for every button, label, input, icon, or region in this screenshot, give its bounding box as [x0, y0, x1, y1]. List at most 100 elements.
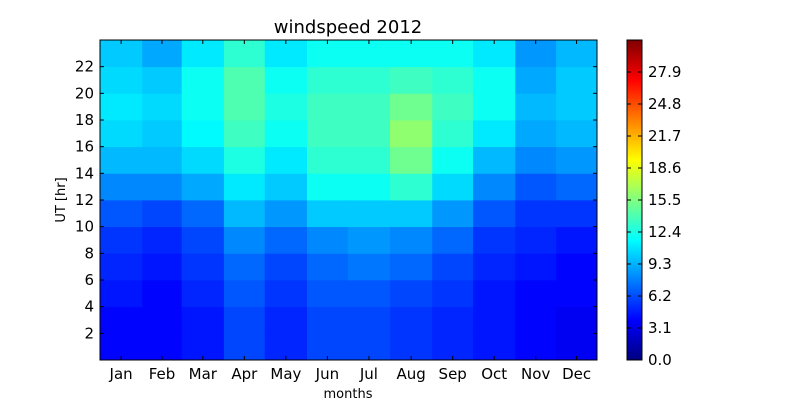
heatmap-cell: [556, 333, 598, 361]
heatmap-cell: [223, 173, 266, 201]
heatmap-cell: [142, 120, 183, 148]
heatmap-cell: [223, 200, 266, 228]
heatmap-cell: [223, 226, 266, 254]
heatmap-cell: [100, 146, 143, 174]
heatmap-cell: [390, 93, 433, 121]
heatmap-cell: [515, 146, 557, 174]
heatmap-cell: [181, 120, 225, 148]
heatmap-cell: [473, 306, 516, 334]
heatmap-cell: [347, 333, 391, 361]
x-tick-label: Mar: [189, 365, 218, 383]
y-tick-label: 10: [75, 218, 94, 236]
heatmap-cell: [347, 146, 391, 174]
y-tick-label: 2: [84, 324, 94, 342]
heatmap-cell: [142, 173, 183, 201]
heatmap-cell: [515, 253, 557, 281]
heatmap-cell: [515, 173, 557, 201]
heatmap-cell: [142, 40, 183, 68]
heatmap-cell: [181, 333, 225, 361]
x-tick-label: Jul: [359, 365, 378, 383]
heatmap-cell: [223, 66, 266, 94]
heatmap-cell: [306, 120, 349, 148]
heatmap-cell: [347, 93, 391, 121]
heatmap-cell: [264, 93, 308, 121]
heatmap-cell: [432, 333, 474, 361]
heatmap-cell: [306, 200, 349, 228]
heatmap-cell: [432, 253, 474, 281]
heatmap-cell: [347, 66, 391, 94]
heatmap-cell: [306, 333, 349, 361]
heatmap-cell: [556, 280, 598, 308]
x-tick-label: May: [270, 365, 301, 383]
heatmap-cell: [100, 226, 143, 254]
colorbar-tick-label: 27.9: [648, 63, 681, 81]
heatmap-cell: [515, 200, 557, 228]
heatmap-cell: [473, 200, 516, 228]
colorbar-tick-label: 6.2: [648, 287, 672, 305]
heatmap-cell: [432, 200, 474, 228]
heatmap-cell: [515, 280, 557, 308]
heatmap-cell: [515, 120, 557, 148]
colorbar-tick-label: 0.0: [648, 351, 672, 369]
colorbar-tick-label: 9.3: [648, 255, 672, 273]
y-tick-label: 16: [75, 138, 94, 156]
heatmap-cell: [347, 253, 391, 281]
x-tick-label: Aug: [396, 365, 425, 383]
heatmap-cell: [390, 40, 433, 68]
heatmap-cell: [390, 226, 433, 254]
x-tick-label: Oct: [481, 365, 507, 383]
colorbar-tick-label: 24.8: [648, 95, 681, 113]
heatmap-cell: [264, 120, 308, 148]
heatmap-cell: [264, 66, 308, 94]
heatmap-cell: [142, 333, 183, 361]
heatmap-cell: [306, 253, 349, 281]
heatmap-cell: [100, 200, 143, 228]
heatmap-cell: [100, 253, 143, 281]
heatmap-cell: [223, 120, 266, 148]
y-tick-label: 20: [75, 84, 94, 102]
heatmap-cell: [100, 66, 143, 94]
heatmap-cell: [556, 93, 598, 121]
heatmap-cell: [100, 173, 143, 201]
heatmap-cells: [100, 40, 598, 361]
heatmap-cell: [181, 226, 225, 254]
heatmap-cell: [347, 200, 391, 228]
heatmap-cell: [306, 66, 349, 94]
heatmap-cell: [515, 226, 557, 254]
heatmap-cell: [473, 173, 516, 201]
heatmap-cell: [264, 306, 308, 334]
colorbar-tick-label: 3.1: [648, 319, 672, 337]
heatmap-cell: [100, 93, 143, 121]
colorbar-tick-label: 21.7: [648, 127, 681, 145]
x-axis-label: months: [324, 387, 373, 400]
heatmap-cell: [556, 66, 598, 94]
heatmap-cell: [515, 306, 557, 334]
heatmap-cell: [515, 93, 557, 121]
y-tick-label: 18: [75, 111, 94, 129]
heatmap-cell: [390, 66, 433, 94]
heatmap-cell: [223, 253, 266, 281]
heatmap-cell: [142, 306, 183, 334]
heatmap-cell: [432, 93, 474, 121]
heatmap-cell: [432, 226, 474, 254]
heatmap-cell: [306, 93, 349, 121]
heatmap-cell: [223, 333, 266, 361]
heatmap-cell: [223, 146, 266, 174]
heatmap-cell: [100, 306, 143, 334]
heatmap-cell: [556, 120, 598, 148]
colorbar-tick-label: 15.5: [648, 191, 681, 209]
x-tick-label: Jun: [315, 365, 339, 383]
heatmap-cell: [390, 200, 433, 228]
heatmap-cell: [473, 333, 516, 361]
heatmap-cell: [142, 226, 183, 254]
heatmap-cell: [556, 146, 598, 174]
heatmap-cell: [432, 40, 474, 68]
y-tick-label: 12: [75, 191, 94, 209]
heatmap-cell: [181, 306, 225, 334]
heatmap-cell: [181, 40, 225, 68]
heatmap-cell: [390, 146, 433, 174]
heatmap-cell: [306, 306, 349, 334]
y-tick-label: 14: [75, 164, 94, 182]
